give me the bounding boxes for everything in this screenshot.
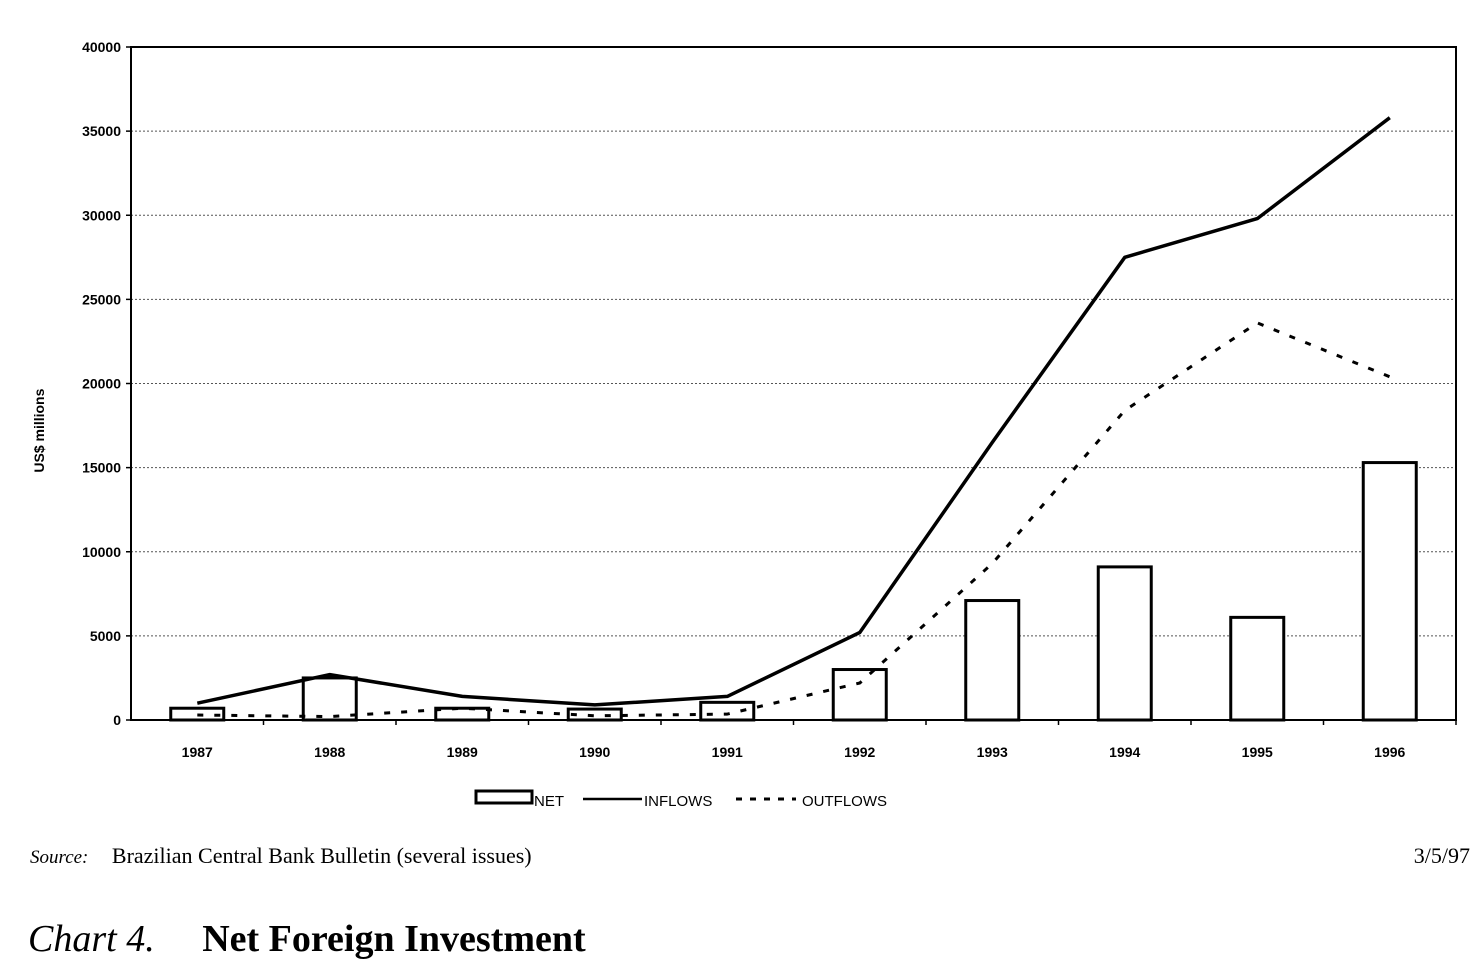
y-axis-title: US$ millions [31,388,47,472]
x-axis-ticks: 1987 1988 1989 1990 1991 1992 1993 1994 1995 1996 [182,720,1457,760]
flow-lines [196,116,1391,719]
chart-caption: Chart 4. Net Foreign Investment [28,917,586,961]
bar-net [301,676,358,722]
x-tick-label: 1991 [712,744,743,760]
source-date: 3/5/97 [1413,843,1470,868]
y-tick-label: 30000 [82,207,121,223]
x-tick-label: 1987 [182,744,213,760]
y-tick-label: 15000 [82,460,121,476]
gridlines [131,130,1456,637]
caption-number: Chart 4. [28,918,155,960]
bar-net [831,668,888,722]
net-bars [169,461,1418,722]
bar-net [1229,615,1286,722]
caption-title: Net Foreign Investment [202,918,586,960]
x-tick-label: 1995 [1242,744,1273,760]
line-outflows [197,321,1391,719]
bar-net [1096,565,1153,722]
chart: 0 5000 10000 15000 20000 25000 30000 35000 40000… [31,39,1457,810]
x-tick-label: 1996 [1374,744,1405,760]
x-tick-label: 1993 [977,744,1008,760]
x-tick-label: 1994 [1109,744,1140,760]
legend-net-swatch [474,789,534,805]
y-tick-label: 20000 [82,376,121,392]
bar-net [434,706,491,722]
source-note: Source: Brazilian Central Bank Bulletin … [30,843,1470,877]
source-label: Source: [30,847,89,868]
y-tick-label: 5000 [90,628,121,644]
legend: NET INFLOWS OUTFLOWS [474,789,887,810]
y-tick-label: 10000 [82,544,121,560]
legend-outflows-label: OUTFLOWS [802,793,887,810]
y-tick-label: 40000 [82,39,121,55]
y-tick-label: 35000 [82,123,121,139]
y-tick-label: 25000 [82,291,121,307]
x-tick-label: 1990 [579,744,610,760]
legend-net-label: NET [534,793,564,810]
x-tick-label: 1989 [447,744,478,760]
y-tick-label: 0 [113,712,121,728]
source-text: Brazilian Central Bank Bulletin (several… [111,843,532,868]
x-tick-label: 1988 [314,744,345,760]
y-axis-ticks: 0 5000 10000 15000 20000 25000 30000 35000 40000 [82,39,131,728]
x-tick-label: 1992 [844,744,875,760]
bar-net [1361,461,1418,722]
bar-net [964,599,1021,722]
line-inflows [196,116,1391,707]
legend-inflows-label: INFLOWS [644,793,712,810]
